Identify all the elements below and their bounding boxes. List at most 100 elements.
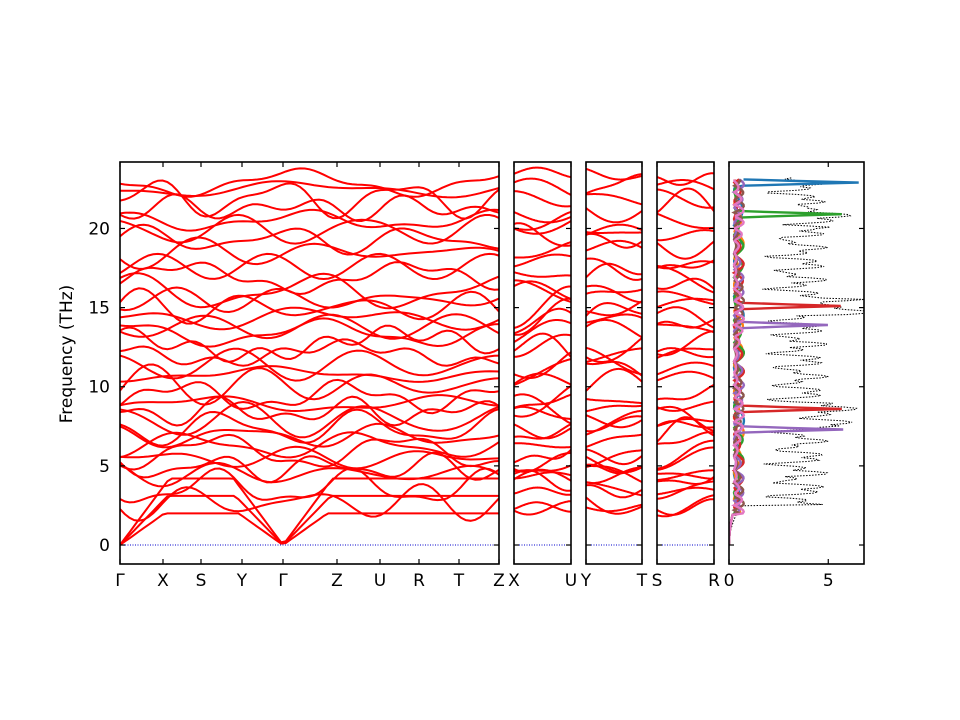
band-line [120,272,499,310]
panel-frame [119,161,500,565]
band-line [514,385,571,418]
band-line [120,477,499,546]
band-line [657,297,714,309]
band-line [586,318,642,339]
band-line [657,446,714,471]
band-line [657,347,714,359]
y-axis-label: Frequency (THz) [57,285,77,424]
band-lines-panel-3 [586,167,642,515]
band-line [586,484,642,499]
band-line [514,211,571,224]
partial-dos-line [729,178,844,545]
band-line [120,252,499,281]
band-line [657,260,714,270]
band-line [120,467,499,504]
band-line [586,404,642,413]
band-line [586,193,642,206]
band-line [586,223,642,236]
partial-dos-line [729,178,842,545]
band-line [120,313,499,340]
band-line [586,481,642,497]
band-line [514,358,571,386]
band-line [120,286,499,314]
band-line [657,277,714,290]
band-line [657,420,714,429]
band-lines-panel-4 [657,172,714,518]
y-tick-label: 0 [99,536,110,556]
band-line [586,313,642,324]
panel-frame [728,161,865,565]
band-line [657,361,714,376]
band-line [657,370,714,382]
band-line [120,462,499,488]
band-line [120,512,499,546]
band-line [514,285,571,329]
band-line [120,223,499,256]
x-tick-label: S [196,571,207,591]
band-line [657,476,714,485]
band-line [657,498,714,516]
band-line [120,433,499,471]
band-line [120,193,499,223]
band-line [586,414,642,429]
band-line [514,448,571,464]
band-panel-1: 0 5 10 15 20 Γ X S Y Γ Z U R T Z [88,161,505,591]
band-line [657,347,714,359]
x-tick-label: Z [331,571,343,591]
band-line [657,405,714,437]
band-line [120,408,499,447]
band-line [514,222,571,247]
band-line [586,346,642,376]
band-line [586,398,642,405]
partial-dos-line [729,179,746,545]
band-line [657,179,714,191]
band-line [120,400,499,439]
band-line [586,167,642,181]
x-tick-label: Y [580,571,592,591]
band-line [120,287,499,325]
y-tick-label: 10 [88,378,110,398]
band-line [514,166,571,179]
band-line [586,257,642,281]
band-line [120,483,499,522]
band-line [657,172,714,186]
band-line [120,306,499,331]
x-tick-label: 5 [823,571,834,591]
band-line [514,210,571,231]
x-tick-label: U [565,571,577,591]
x-tick-label: Γ [278,571,288,591]
band-line [514,500,571,516]
band-line [657,330,714,357]
band-line [586,284,642,304]
band-line [586,301,642,317]
band-line [657,212,714,230]
x-tick-label: Γ [115,571,125,591]
band-line [514,332,571,358]
band-line [514,297,571,336]
band-line [657,400,714,412]
band-line [586,231,642,234]
x-tick-label: X [508,571,520,591]
band-line [514,486,571,496]
band-line [657,290,714,306]
band-line [514,423,571,440]
x-tick-label: Z [493,571,505,591]
band-line [657,187,714,214]
band-line [514,452,571,473]
dos-curves [729,177,864,545]
band-line [586,464,642,483]
band-line [657,439,714,470]
band-line [657,240,714,260]
band-line [514,351,571,379]
band-line [120,208,499,232]
band-line [514,319,571,343]
band-line [586,232,642,249]
panel-frame [513,161,572,565]
band-line [120,324,499,363]
x-tick-label: S [652,571,663,591]
panel-frame [656,161,715,565]
band-line [657,318,714,329]
band-line [586,337,642,363]
